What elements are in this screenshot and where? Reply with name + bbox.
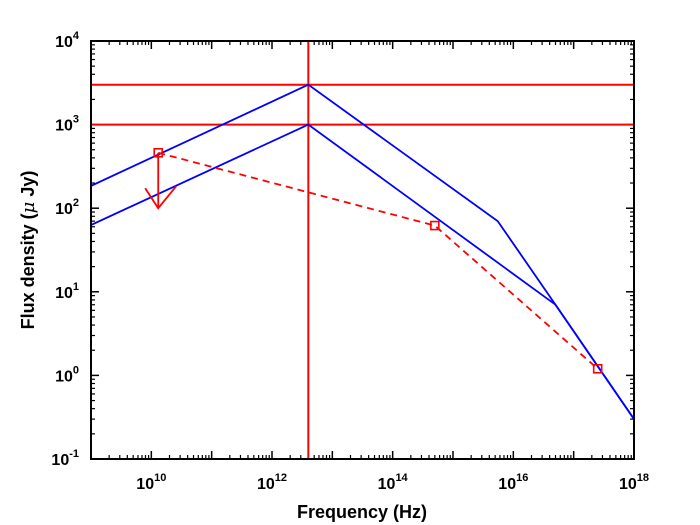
x-tick-label: 1018 xyxy=(619,472,649,493)
y-axis-title-suffix: Jy) xyxy=(18,171,38,202)
y-tick-label: 10-1 xyxy=(51,448,79,469)
y-tick-label: 103 xyxy=(55,114,79,135)
y-tick-label: 104 xyxy=(55,30,80,51)
y-axis-title-symbol: μ xyxy=(18,202,39,214)
x-tick-label: 1010 xyxy=(136,472,166,493)
y-tick-label: 102 xyxy=(55,197,79,218)
y-axis-title-prefix: Flux density ( xyxy=(18,213,38,329)
y-tick-labels: 10-1 100 101 102 103 104 xyxy=(51,30,79,469)
data-point-marker xyxy=(430,220,440,231)
axes-frame xyxy=(90,40,635,460)
x-tick-label: 1012 xyxy=(257,472,287,493)
x-tick-labels: 1010 1012 1014 1016 1018 xyxy=(136,472,649,493)
x-tick-label: 1014 xyxy=(378,472,409,493)
y-axis-title: Flux density (μ Jy) xyxy=(18,171,39,330)
y-tick-label: 100 xyxy=(55,364,79,385)
upper-limit-arrow-head xyxy=(144,185,177,210)
markers-layer xyxy=(144,147,603,374)
y-tick-label: 101 xyxy=(55,281,79,302)
data-layer xyxy=(91,41,634,459)
x-tick-label: 1016 xyxy=(498,472,528,493)
data-point-marker xyxy=(592,363,603,374)
plot-area xyxy=(91,41,634,459)
x-axis-title: Frequency (Hz) xyxy=(297,502,427,522)
series-model-lower xyxy=(91,123,634,420)
